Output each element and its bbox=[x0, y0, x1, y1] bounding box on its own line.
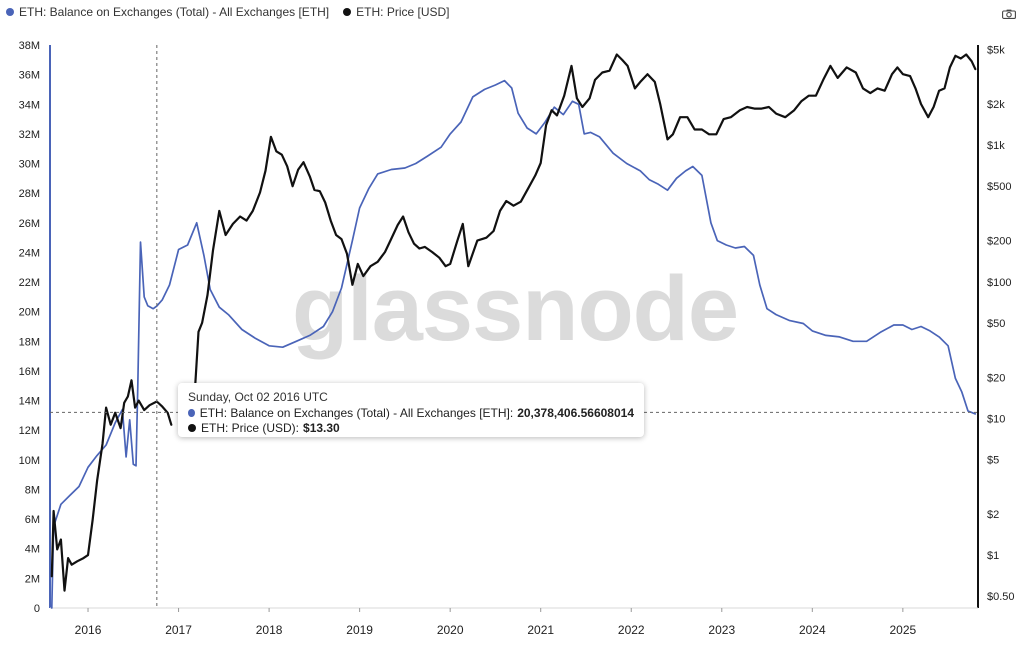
y-left-tick-label: 26M bbox=[19, 218, 40, 230]
y-right-tick-label: $200 bbox=[987, 236, 1011, 248]
tooltip-dot-balance bbox=[188, 408, 195, 417]
y-left-tick-label: 4M bbox=[25, 544, 40, 556]
y-left-tick-label: 2M bbox=[25, 573, 40, 585]
y-left-tick-label: 34M bbox=[19, 99, 40, 111]
x-tick-label: 2016 bbox=[75, 623, 102, 637]
x-tick-label: 2024 bbox=[799, 623, 826, 637]
legend-label-balance: ETH: Balance on Exchanges (Total) - All … bbox=[19, 5, 330, 19]
camera-icon[interactable] bbox=[1002, 9, 1016, 19]
y-left-tick-label: 30M bbox=[19, 159, 40, 171]
y-left-tick-label: 10M bbox=[19, 455, 40, 467]
chart-legend: ETH: Balance on Exchanges (Total) - All … bbox=[6, 4, 464, 20]
y-left-tick-label: 6M bbox=[25, 514, 40, 526]
y-left-tick-label: 20M bbox=[19, 307, 40, 319]
legend-dot-balance bbox=[6, 8, 14, 16]
tooltip-price-label: ETH: Price (USD): bbox=[201, 420, 300, 435]
y-right-tick-label: $10 bbox=[987, 413, 1005, 425]
y-left-tick-label: 12M bbox=[19, 425, 40, 437]
legend-dot-price bbox=[343, 8, 352, 16]
x-tick-label: 2019 bbox=[346, 623, 373, 637]
y-left-tick-label: 16M bbox=[19, 366, 40, 378]
x-tick-label: 2025 bbox=[890, 623, 917, 637]
x-tick-label: 2022 bbox=[618, 623, 645, 637]
y-right-tick-label: $2 bbox=[987, 509, 999, 521]
tooltip-row-price: ETH: Price (USD): $13.30 bbox=[188, 420, 634, 435]
legend-label-price: ETH: Price [USD] bbox=[356, 5, 450, 19]
y-left-tick-label: 36M bbox=[19, 70, 40, 82]
watermark-text: glassnode bbox=[292, 258, 738, 360]
y-right-tick-label: $500 bbox=[987, 181, 1011, 193]
x-tick-label: 2017 bbox=[165, 623, 192, 637]
y-left-tick-label: 18M bbox=[19, 336, 40, 348]
y-right-tick-label: $1 bbox=[987, 550, 999, 562]
y-right-tick-label: $0.50 bbox=[987, 591, 1015, 603]
x-tick-label: 2021 bbox=[527, 623, 554, 637]
price-series-line-1 bbox=[50, 379, 173, 592]
tooltip-price-value: $13.30 bbox=[303, 420, 340, 435]
y-left-tick-label: 8M bbox=[25, 484, 40, 496]
price-series-line-2 bbox=[193, 53, 977, 392]
tooltip: Sunday, Oct 02 2016 UTC ETH: Balance on … bbox=[178, 383, 644, 437]
y-right-tick-label: $2k bbox=[987, 99, 1005, 111]
y-left-tick-label: 28M bbox=[19, 188, 40, 200]
tooltip-balance-value: 20,378,406.56608014 bbox=[517, 405, 634, 420]
y-left-tick-label: 0 bbox=[34, 603, 40, 615]
y-right-tick-label: $5k bbox=[987, 45, 1005, 57]
legend-item-balance[interactable]: ETH: Balance on Exchanges (Total) - All … bbox=[6, 5, 329, 19]
x-tick-label: 2020 bbox=[437, 623, 464, 637]
y-left-tick-label: 22M bbox=[19, 277, 40, 289]
y-right-tick-label: $100 bbox=[987, 277, 1011, 289]
y-left-tick-label: 38M bbox=[19, 40, 40, 52]
y-left-tick-label: 32M bbox=[19, 129, 40, 141]
legend-item-price[interactable]: ETH: Price [USD] bbox=[343, 5, 450, 19]
y-right-tick-label: $1k bbox=[987, 140, 1005, 152]
y-right-tick-label: $20 bbox=[987, 372, 1005, 384]
x-tick-label: 2023 bbox=[708, 623, 735, 637]
tooltip-dot-price bbox=[188, 423, 196, 432]
tooltip-balance-label: ETH: Balance on Exchanges (Total) - All … bbox=[199, 405, 514, 420]
balance-series-line bbox=[50, 79, 977, 609]
y-right-tick-label: $50 bbox=[987, 318, 1005, 330]
y-left-tick-label: 14M bbox=[19, 396, 40, 408]
tooltip-date: Sunday, Oct 02 2016 UTC bbox=[188, 389, 328, 404]
tooltip-row-balance: ETH: Balance on Exchanges (Total) - All … bbox=[188, 405, 634, 420]
x-tick-label: 2018 bbox=[256, 623, 283, 637]
y-left-tick-label: 24M bbox=[19, 247, 40, 259]
y-right-tick-label: $5 bbox=[987, 455, 999, 467]
